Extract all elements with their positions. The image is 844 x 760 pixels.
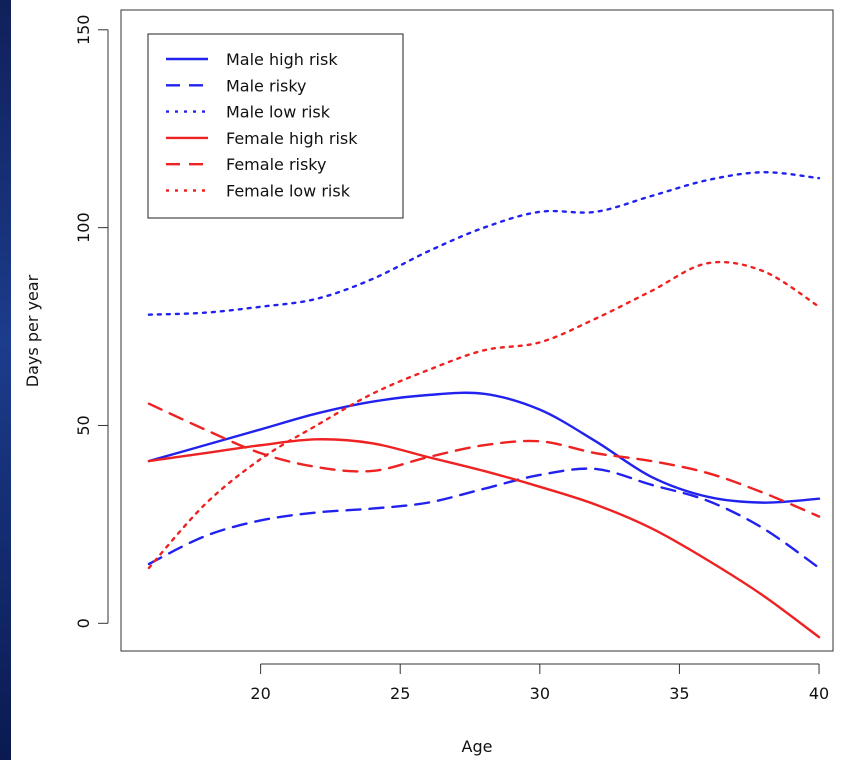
x-tick-label: 30 <box>530 684 550 703</box>
series-line-male-risky <box>147 467 821 570</box>
series-line-male-low-risk <box>147 171 821 316</box>
y-tick-label: 150 <box>74 15 93 46</box>
series-line-female-high-risk <box>147 438 821 639</box>
x-axis: 20 25 30 35 40 <box>250 663 829 703</box>
legend-label: Male risky <box>226 76 307 95</box>
legend-box <box>147 33 404 219</box>
background-edge <box>0 0 11 760</box>
x-tick-label: 40 <box>809 684 829 703</box>
y-axis-title: Days per year <box>23 274 42 387</box>
legend-label: Female low risk <box>226 182 351 201</box>
legend-label: Male high risk <box>226 50 338 69</box>
legend-label: Female high risk <box>226 129 358 148</box>
series-line-female-low-risk <box>147 260 821 570</box>
series-layer <box>147 171 821 639</box>
x-tick-label: 35 <box>669 684 689 703</box>
y-tick-label: 100 <box>74 212 93 243</box>
legend: Male high risk Male risky Male low risk Fem… <box>147 33 404 219</box>
y-axis: 0 50 100 150 <box>74 15 109 628</box>
y-tick-label: 50 <box>74 415 93 435</box>
x-tick-label: 20 <box>250 684 270 703</box>
series-line-female-risky <box>147 402 821 518</box>
y-tick-label: 0 <box>74 618 93 628</box>
x-tick-label: 25 <box>390 684 410 703</box>
series-line-male-high-risk <box>147 391 821 504</box>
x-axis-title: Age <box>462 737 493 756</box>
legend-label: Female risky <box>226 155 326 174</box>
legend-label: Male low risk <box>226 103 331 122</box>
